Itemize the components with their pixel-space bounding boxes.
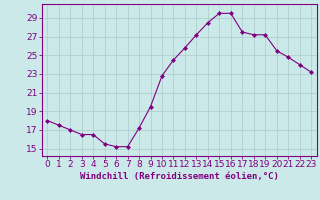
- X-axis label: Windchill (Refroidissement éolien,°C): Windchill (Refroidissement éolien,°C): [80, 172, 279, 181]
